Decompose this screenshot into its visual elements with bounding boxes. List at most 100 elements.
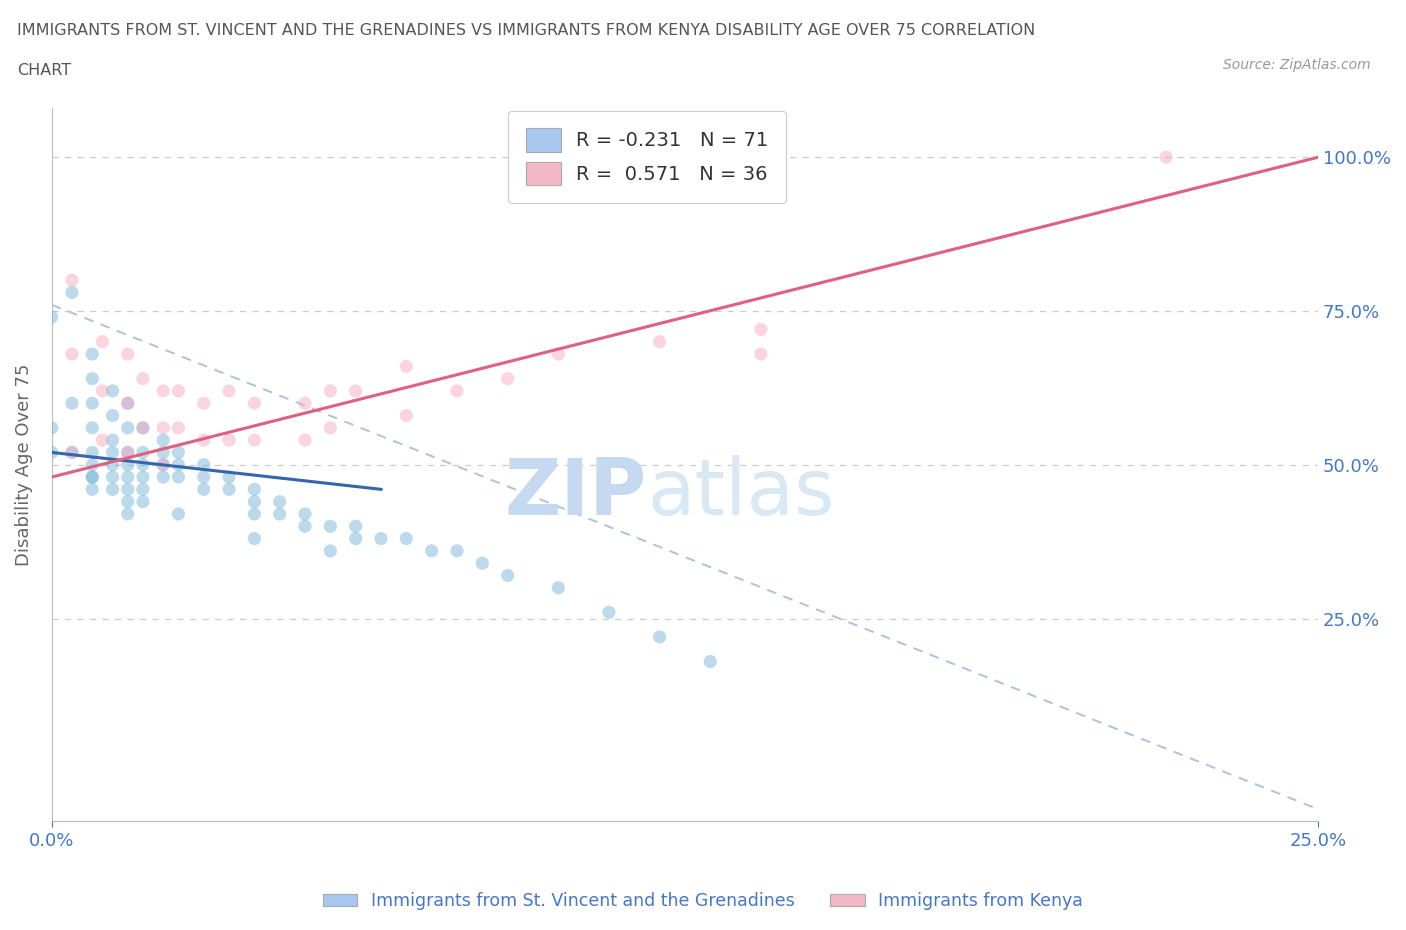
Point <box>243 494 266 509</box>
Point <box>82 470 104 485</box>
Point <box>167 458 190 472</box>
Point <box>167 445 190 459</box>
Point <box>101 470 124 485</box>
Legend: R = -0.231   N = 71, R =  0.571   N = 36: R = -0.231 N = 71, R = 0.571 N = 36 <box>508 111 786 203</box>
Point <box>193 396 215 411</box>
Point <box>82 482 104 497</box>
Point <box>101 432 124 447</box>
Point <box>101 383 124 398</box>
Text: CHART: CHART <box>17 63 70 78</box>
Point <box>1154 150 1177 165</box>
Point <box>319 519 342 534</box>
Point <box>699 654 721 669</box>
Point <box>218 470 240 485</box>
Point <box>82 396 104 411</box>
Point <box>496 371 519 386</box>
Point <box>60 445 83 459</box>
Point <box>243 396 266 411</box>
Point <box>60 396 83 411</box>
Point <box>41 310 63 325</box>
Point <box>167 470 190 485</box>
Point <box>152 432 174 447</box>
Point <box>117 458 139 472</box>
Point <box>167 507 190 522</box>
Point <box>218 432 240 447</box>
Point <box>446 543 468 558</box>
Point <box>132 420 155 435</box>
Point <box>294 507 316 522</box>
Point <box>91 383 114 398</box>
Point <box>117 445 139 459</box>
Point <box>117 347 139 362</box>
Point <box>41 445 63 459</box>
Point <box>319 420 342 435</box>
Point <box>82 470 104 485</box>
Point <box>117 396 139 411</box>
Point <box>101 458 124 472</box>
Text: ZIP: ZIP <box>505 456 647 531</box>
Point <box>319 383 342 398</box>
Point <box>60 272 83 287</box>
Point <box>648 334 671 349</box>
Point <box>294 396 316 411</box>
Point <box>117 494 139 509</box>
Point <box>294 432 316 447</box>
Point <box>395 359 418 374</box>
Point <box>167 383 190 398</box>
Point <box>420 543 443 558</box>
Point <box>82 371 104 386</box>
Point <box>749 322 772 337</box>
Point <box>152 420 174 435</box>
Point <box>82 445 104 459</box>
Text: atlas: atlas <box>647 456 834 531</box>
Point <box>243 507 266 522</box>
Point <box>243 432 266 447</box>
Point <box>395 408 418 423</box>
Point <box>218 482 240 497</box>
Point <box>82 347 104 362</box>
Point <box>496 568 519 583</box>
Point <box>132 494 155 509</box>
Point <box>319 543 342 558</box>
Point <box>117 470 139 485</box>
Point <box>117 420 139 435</box>
Text: IMMIGRANTS FROM ST. VINCENT AND THE GRENADINES VS IMMIGRANTS FROM KENYA DISABILI: IMMIGRANTS FROM ST. VINCENT AND THE GREN… <box>17 23 1035 38</box>
Point <box>547 347 569 362</box>
Point <box>82 458 104 472</box>
Point <box>101 445 124 459</box>
Point <box>152 445 174 459</box>
Point <box>193 482 215 497</box>
Point <box>132 445 155 459</box>
Point <box>60 286 83 300</box>
Point <box>370 531 392 546</box>
Point <box>91 334 114 349</box>
Point <box>598 604 620 619</box>
Point <box>101 482 124 497</box>
Point <box>132 420 155 435</box>
Point <box>243 482 266 497</box>
Point <box>132 458 155 472</box>
Point <box>749 347 772 362</box>
Point <box>117 396 139 411</box>
Point <box>152 470 174 485</box>
Point <box>446 383 468 398</box>
Point <box>294 519 316 534</box>
Point <box>117 482 139 497</box>
Point <box>101 408 124 423</box>
Point <box>60 347 83 362</box>
Point <box>269 507 291 522</box>
Point <box>193 470 215 485</box>
Point <box>395 531 418 546</box>
Point <box>344 531 367 546</box>
Point <box>117 445 139 459</box>
Point <box>132 482 155 497</box>
Point <box>344 383 367 398</box>
Point <box>152 383 174 398</box>
Point <box>152 458 174 472</box>
Point <box>152 458 174 472</box>
Point <box>344 519 367 534</box>
Point <box>547 580 569 595</box>
Point <box>471 556 494 571</box>
Point <box>167 420 190 435</box>
Point <box>82 420 104 435</box>
